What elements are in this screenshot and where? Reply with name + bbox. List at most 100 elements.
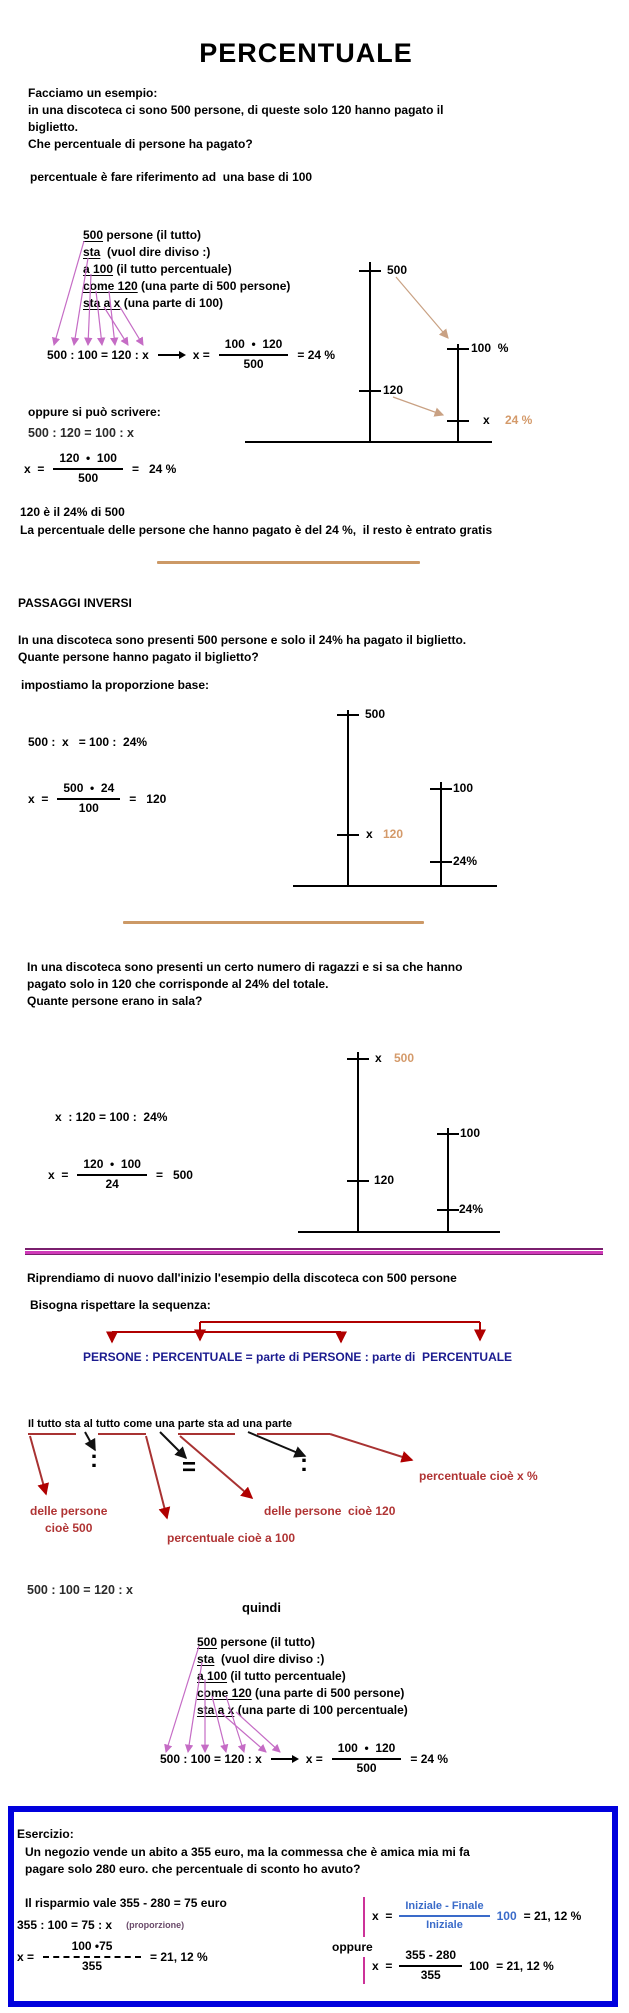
fraction-numerator: 355 - 280 xyxy=(399,1948,463,1967)
list-item-lead: come 120 xyxy=(83,279,138,293)
red-sequence-brackets xyxy=(106,1321,486,1344)
diagram-left-axis xyxy=(369,262,371,442)
problem3-proportion: x : 120 = 100 : 24% xyxy=(55,1110,168,1124)
diagram-right-axis xyxy=(447,1128,449,1233)
intro-note: percentuale è fare riferimento ad una ba… xyxy=(30,170,313,184)
fraction-numerator: 100 •75 xyxy=(43,1939,142,1958)
fraction-numerator: Iniziale - Finale xyxy=(399,1900,490,1917)
fraction-numerator: 120 • 100 xyxy=(77,1157,147,1176)
magenta-separator-bar xyxy=(363,1957,365,1984)
fraction: 100 • 120 500 xyxy=(218,337,289,372)
exercise-saving: Il risparmio vale 355 - 280 = 75 euro xyxy=(25,1896,227,1910)
exercise-formula-numeric: x = 355 - 280 355 100 = 21, 12 % xyxy=(372,1948,554,1983)
sequence-proportion: PERSONE : PERCENTUALE = parte di PERSONE… xyxy=(83,1350,513,1364)
problem3-line-3: Quante persone erano in sala? xyxy=(27,994,203,1008)
label-percentuale-100: percentuale cioè a 100 xyxy=(167,1531,296,1545)
diagram-label-100: 100 xyxy=(460,1126,481,1140)
mapping-equals: = xyxy=(182,1454,197,1481)
tick-24 xyxy=(430,861,452,863)
label-delle-persone-120: delle persone cioè 120 xyxy=(264,1504,396,1518)
list-item: sta (vuol dire diviso :) xyxy=(83,245,210,259)
inversi-proportion: 500 : x = 100 : 24% xyxy=(28,735,148,749)
problem3-fraction: x = 120 • 100 24 = 500 xyxy=(48,1157,193,1192)
page-title: PERCENTUALE xyxy=(199,38,413,69)
tick-x500 xyxy=(347,1058,369,1060)
diagram-label-x: x xyxy=(375,1051,382,1065)
result-text: = 21, 12 % xyxy=(496,1958,554,1973)
oppure-proportion: 500 : 120 = 100 : x xyxy=(28,426,134,440)
diagram-label-120: 120 xyxy=(374,1173,395,1187)
x-equals: x = xyxy=(48,1167,69,1182)
exercise-proportion-row: 355 : 100 = 75 : x (proporzione) xyxy=(17,1918,184,1932)
diagram-right-axis xyxy=(440,782,442,887)
mapping-colon-2: : xyxy=(300,1450,308,1477)
arrow-right-icon xyxy=(270,1754,299,1763)
fraction-denominator: 355 xyxy=(82,1958,103,1973)
tick-100 xyxy=(447,348,469,350)
intro-line-1: Facciamo un esempio: xyxy=(28,86,158,100)
list-item-lead: sta xyxy=(83,245,101,259)
sequence-line-2: Bisogna rispettare la sequenza: xyxy=(30,1298,211,1312)
list-item-rest: (una parte di 100) xyxy=(120,296,224,310)
diagram-label-24: 24% xyxy=(459,1202,484,1216)
result-text: = 24 % xyxy=(297,347,336,362)
fraction-numerator: 100 • 120 xyxy=(218,337,289,356)
result-text: = 120 xyxy=(129,791,167,806)
diagram-label-x: x xyxy=(483,413,490,427)
list-item-rest: (vuol dire diviso :) xyxy=(100,245,211,259)
diagram-baseline xyxy=(293,885,497,887)
fraction-denominator: Iniziale xyxy=(426,1918,463,1931)
diagram-label-100: 100 xyxy=(453,781,474,795)
list-item: come 120 (una parte di 500 persone) xyxy=(83,279,290,293)
diagram-label-24: 24% xyxy=(453,854,478,868)
fraction-denominator: 100 xyxy=(78,800,99,815)
formula-1: 500 : 100 = 120 : x x = 100 • 120 500 = 2… xyxy=(47,337,336,372)
exercise-formula-blue: x = Iniziale - Finale Iniziale 100 = 21, … xyxy=(372,1900,581,1931)
x-equals: x = xyxy=(305,1751,323,1766)
fraction: 100 • 120 500 xyxy=(331,1741,402,1776)
fraction: 100 •75 355 xyxy=(43,1939,142,1974)
fraction-denominator: 355 xyxy=(420,1967,441,1982)
list-item: sta a x (una parte di 100 percentuale) xyxy=(197,1703,408,1717)
diagram-label-x: x xyxy=(366,827,373,841)
result-text: = 24 % xyxy=(131,461,177,476)
diagram-label-100pct: 100 % xyxy=(471,341,509,355)
tick-120 xyxy=(347,1180,369,1182)
diagram-left-axis xyxy=(347,710,349,887)
list-item-rest: persone (il tutto) xyxy=(103,228,202,242)
inversi-fraction: x = 500 • 24 100 = 120 xyxy=(28,781,167,816)
x-equals: x = xyxy=(24,461,45,476)
diagram-baseline xyxy=(298,1231,500,1233)
list-item-lead: 500 xyxy=(197,1635,218,1649)
list-item-rest: (il tutto percentuale) xyxy=(113,262,232,276)
exercise-box: Esercizio: Un negozio vende un abito a 3… xyxy=(8,1806,618,2007)
proportion-text: 500 : 100 = 120 : x xyxy=(160,1751,262,1766)
result-text: = 24 % xyxy=(410,1751,449,1766)
list-item-rest: (una parte di 100 percentuale) xyxy=(234,1703,408,1717)
problem3-line-2: pagato solo in 120 che corrisponde al 24… xyxy=(27,977,329,991)
list-item-lead: 500 xyxy=(83,228,104,242)
exercise-line-2: pagare solo 280 euro. che percentuale di… xyxy=(25,1862,361,1876)
list-item: 500 persone (il tutto) xyxy=(197,1635,315,1649)
tick-24 xyxy=(437,1209,459,1211)
inversi-line-2: Quante persone hanno pagato il biglietto… xyxy=(18,650,259,664)
sequence-line-1: Riprendiamo di nuovo dall'inizio l'esemp… xyxy=(27,1271,457,1285)
diagram-left-axis xyxy=(357,1052,359,1233)
fraction: Iniziale - Finale Iniziale xyxy=(399,1900,490,1931)
multiplier-100: 100 xyxy=(496,1908,517,1923)
list-item-lead: sta xyxy=(197,1652,215,1666)
x-equals: x = xyxy=(372,1908,393,1923)
tan-divider-1 xyxy=(157,561,420,564)
x-equals: x = xyxy=(372,1958,393,1973)
list-item-rest: (vuol dire diviso :) xyxy=(214,1652,325,1666)
list-item-lead: sta a x xyxy=(197,1703,235,1717)
magenta-separator-bar xyxy=(363,1897,365,1937)
multiplier-100: 100 xyxy=(469,1958,490,1973)
list-item-lead: come 120 xyxy=(197,1686,252,1700)
fraction-denominator: 24 xyxy=(105,1176,119,1191)
exercise-line-1: Un negozio vende un abito a 355 euro, ma… xyxy=(25,1845,470,1859)
proportion-note: (proporzione) xyxy=(126,1920,185,1930)
oppure-heading: oppure si può scrivere: xyxy=(28,405,161,419)
diagram-label-120: 120 xyxy=(383,827,404,841)
